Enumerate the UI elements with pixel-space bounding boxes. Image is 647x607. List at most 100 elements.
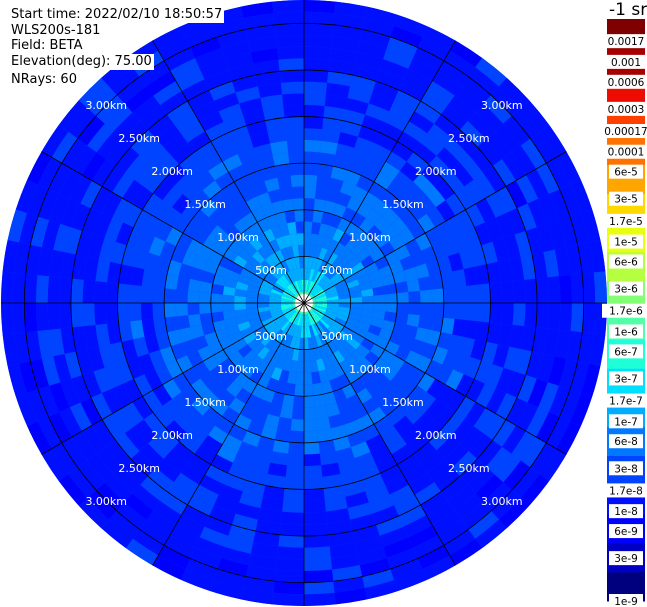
beta-cell (235, 315, 249, 325)
beta-cell (486, 322, 502, 345)
beta-cell (314, 405, 329, 419)
beta-cell (308, 325, 315, 338)
beta-cell (313, 347, 323, 360)
range-ring-label: 3.00km (85, 99, 127, 112)
beta-cell (445, 390, 466, 413)
beta-cell (495, 186, 517, 213)
colorbar-tick-label: 3e-7 (614, 373, 638, 385)
beta-cell (365, 380, 382, 398)
beta-cell (413, 412, 434, 433)
colorbar-tick-bg (602, 74, 647, 89)
beta-cell (304, 93, 326, 106)
beta-cell (304, 174, 318, 188)
beta-cell (228, 524, 256, 543)
beta-cell (241, 1, 274, 19)
beta-cell (226, 269, 241, 282)
beta-cell (248, 553, 278, 570)
beta-cell (223, 343, 239, 358)
beta-cell (304, 384, 314, 397)
beta-cell (37, 189, 60, 221)
beta-cell (233, 337, 248, 351)
start-time-label: Start time: 2022/02/10 18:50:57 (11, 7, 225, 23)
beta-cell (176, 315, 191, 330)
beta-heatmap-cells (0, 0, 607, 606)
beta-cell (153, 271, 168, 289)
beta-cell (228, 63, 256, 82)
beta-cell (71, 431, 97, 461)
beta-cell (311, 257, 319, 270)
colorbar-tick-label: 1e-5 (614, 237, 638, 249)
beta-cell (489, 282, 503, 303)
colorbar-tick-bg (602, 34, 647, 49)
beta-cell (338, 359, 352, 374)
beta-cell (199, 474, 224, 495)
beta-cell (337, 217, 351, 233)
beta-cell (257, 436, 275, 452)
beta-cell (369, 248, 385, 263)
beta-cell (485, 131, 512, 160)
beta-cell (215, 328, 230, 341)
beta-cell (210, 189, 229, 208)
beta-cell (269, 295, 282, 301)
beta-cell (249, 132, 271, 148)
beta-cell (350, 147, 371, 165)
beta-cell (503, 115, 531, 146)
beta-cell (310, 311, 320, 322)
beta-cell (444, 138, 469, 163)
beta-cell (403, 324, 418, 340)
colorbar-tick-bg (609, 191, 643, 206)
beta-cell (396, 303, 409, 314)
beta-cell (0, 303, 15, 335)
beta-cell (257, 293, 270, 300)
beta-cell (293, 395, 304, 408)
beta-cell (325, 366, 338, 381)
beta-cell (548, 189, 571, 221)
beta-cell (257, 246, 270, 260)
beta-cell (182, 220, 201, 239)
beta-cell (282, 394, 295, 408)
beta-cell (140, 303, 154, 321)
beta-cell (204, 464, 229, 484)
beta-cell (15, 393, 38, 427)
beta-cell (421, 246, 438, 264)
beta-cell (91, 186, 113, 213)
beta-cell (243, 261, 257, 274)
beta-cell (466, 284, 479, 303)
beta-cell (190, 324, 205, 340)
beta-cell (153, 178, 175, 201)
beta-cell (278, 369, 290, 383)
beta-cell (381, 380, 400, 399)
beta-cell (72, 326, 88, 352)
beta-cell (269, 239, 281, 253)
beta-cell (397, 453, 421, 475)
beta-cell (237, 147, 258, 165)
beta-cell (304, 569, 334, 583)
beta-cell (397, 190, 417, 210)
beta-cell (194, 444, 217, 465)
beta-cell (304, 151, 320, 164)
beta-cell (374, 336, 390, 350)
beta-cell (515, 402, 539, 432)
beta-cell (332, 24, 363, 41)
beta-cell (311, 324, 319, 337)
beta-cell (188, 313, 202, 328)
beta-cell (333, 154, 351, 170)
beta-cell (47, 276, 61, 303)
beta-cell (292, 281, 300, 293)
beta-cell (368, 92, 395, 112)
beta-cell (219, 232, 235, 249)
beta-cell (392, 322, 407, 336)
beta-cell (317, 320, 328, 332)
beta-cell (314, 291, 326, 299)
beta-cell (155, 332, 171, 350)
beta-cell (280, 260, 290, 273)
beta-cell (474, 264, 490, 285)
beta-cell (524, 278, 538, 303)
beta-cell (425, 227, 443, 247)
beta-cell (420, 91, 448, 115)
beta-cell (416, 392, 436, 413)
beta-cell (477, 139, 502, 167)
beta-cell (124, 426, 149, 452)
beta-cell (180, 463, 205, 485)
beta-cell (335, 259, 348, 272)
